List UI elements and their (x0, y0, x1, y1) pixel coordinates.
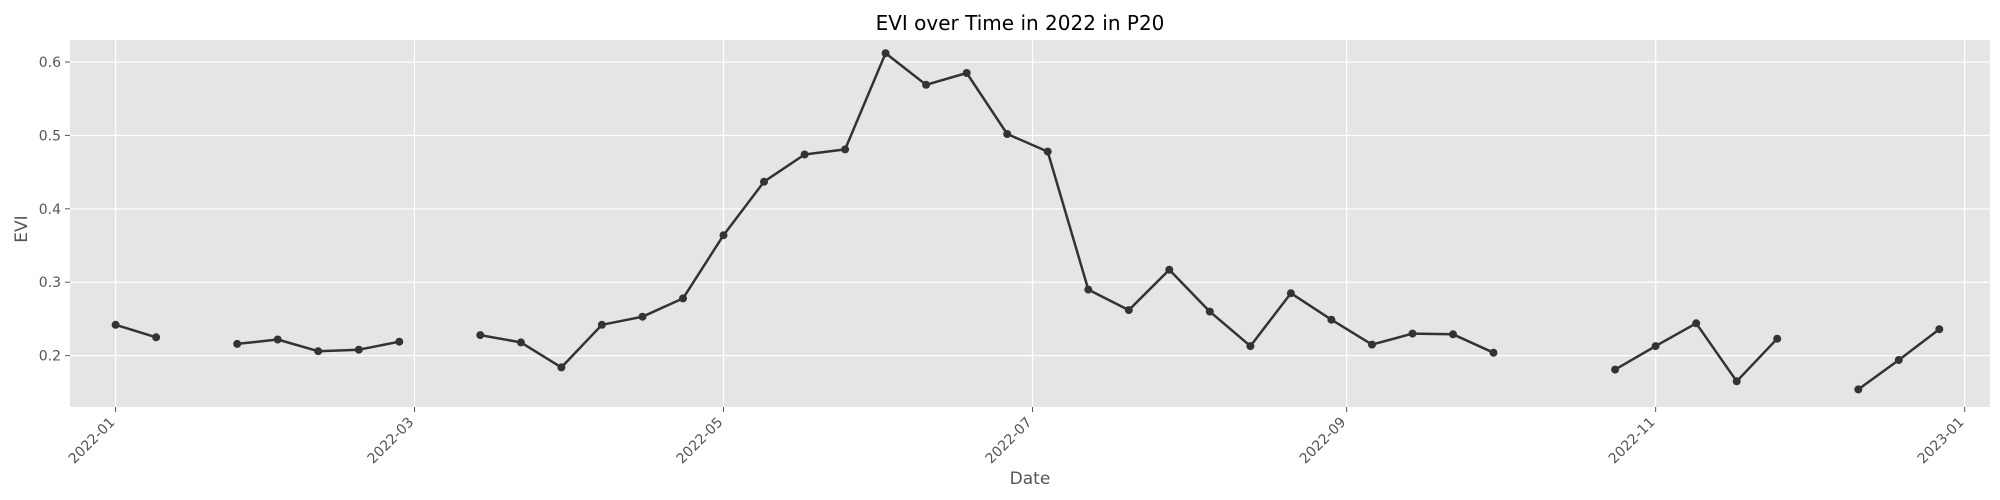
data-point (1935, 325, 1944, 334)
data-point (1165, 265, 1174, 274)
x-axis-label: Date (1010, 469, 1051, 489)
data-point (760, 177, 768, 186)
data-point (1327, 315, 1336, 324)
x-tick-label: 2022-05 (674, 415, 727, 468)
x-tick-label: 2022-03 (365, 415, 418, 468)
chart-title: EVI over Time in 2022 in P20 (876, 11, 1165, 35)
data-point (152, 333, 161, 342)
y-tick-label: 0.4 (39, 202, 61, 218)
data-point (1003, 130, 1012, 138)
data-point (597, 320, 606, 329)
data-point (841, 145, 850, 154)
plot-area (70, 40, 1990, 407)
data-point (354, 345, 363, 354)
data-point (1408, 329, 1417, 338)
data-point (1368, 340, 1376, 349)
series-line-segment (115, 323, 157, 339)
data-point (881, 49, 890, 58)
x-tick-label: 2022-01 (66, 415, 119, 468)
data-point (111, 320, 120, 329)
x-tick-label: 2022-09 (1297, 415, 1350, 468)
data-point (1449, 330, 1457, 339)
data-points (111, 49, 1944, 394)
x-tick-label: 2022-11 (1606, 415, 1659, 468)
data-point (1286, 289, 1295, 298)
y-tick-label: 0.2 (39, 349, 61, 365)
data-point (962, 69, 971, 77)
y-tick-label: 0.5 (39, 128, 61, 144)
data-point (557, 363, 566, 372)
data-point (1205, 307, 1214, 316)
data-point (1894, 356, 1903, 364)
y-axis-label: EVI (12, 215, 32, 242)
data-point (1732, 377, 1741, 386)
data-point (1489, 348, 1498, 357)
data-point (476, 331, 485, 340)
data-point (638, 312, 647, 321)
data-point (1611, 365, 1620, 374)
data-point (1124, 306, 1133, 315)
data-point (719, 231, 728, 240)
x-tick-label: 2023-01 (1915, 415, 1968, 468)
data-point (800, 150, 809, 159)
data-point (233, 339, 242, 348)
series-line-segment (480, 51, 1495, 369)
y-tick-label: 0.6 (39, 55, 61, 71)
data-point (1246, 342, 1255, 351)
data-point (922, 80, 931, 89)
data-point (516, 338, 525, 347)
data-point (679, 294, 687, 303)
y-tick-label: 0.3 (39, 275, 61, 291)
data-point (1692, 319, 1701, 328)
data-point (1773, 334, 1782, 343)
data-point (1084, 285, 1093, 294)
data-point (1651, 342, 1660, 351)
data-point (1043, 147, 1052, 156)
x-tick-label: 2022-07 (983, 415, 1036, 468)
data-point (395, 337, 404, 346)
data-point (1854, 385, 1863, 394)
data-point (273, 335, 282, 344)
data-point (314, 347, 323, 356)
grid-lines (70, 40, 1990, 407)
